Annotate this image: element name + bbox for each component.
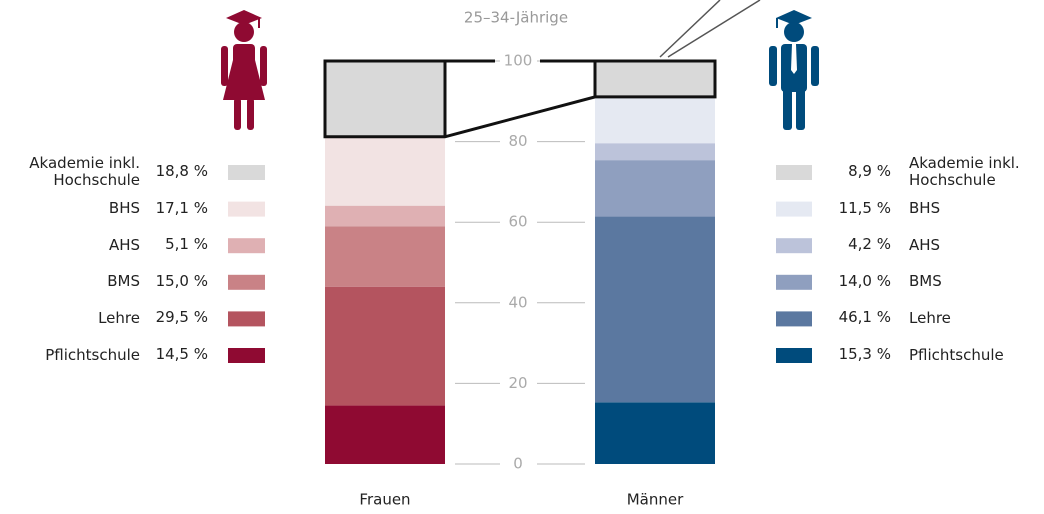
legend-swatch (228, 201, 265, 217)
bar-segment (595, 61, 715, 97)
y-tick-label: 20 (508, 374, 527, 392)
bar-segment (325, 136, 445, 206)
bar-segment (325, 405, 445, 464)
legend-swatch (228, 311, 265, 327)
bar-segment (325, 286, 445, 406)
woman-icon (221, 10, 267, 130)
value-label: 11,5 % (838, 198, 891, 217)
legend-label: BMS (909, 272, 942, 291)
bar-segment (595, 160, 715, 217)
y-tick-label: 80 (508, 132, 527, 150)
legend-swatch (776, 238, 812, 254)
legend-label: Akademie inkl. Hochschule (29, 154, 140, 189)
callout-line (667, 0, 761, 58)
value-label: 15,3 % (838, 345, 891, 363)
legend-swatch (776, 348, 812, 363)
bar-segment (325, 205, 445, 227)
x-tick-label: Männer (627, 491, 684, 509)
bar-segment (595, 96, 715, 144)
legend-swatch (776, 274, 812, 290)
bar-segment (325, 61, 445, 137)
value-label: 17,1 % (155, 198, 208, 217)
bar-segment (595, 402, 715, 464)
value-label: 8,9 % (848, 162, 891, 180)
legend-label: Lehre (98, 308, 140, 327)
value-label: 46,1 % (838, 308, 891, 327)
value-label: 4,2 % (848, 235, 891, 254)
value-label: 29,5 % (155, 308, 208, 327)
y-tick-label: 40 (508, 293, 527, 311)
x-tick-label: Frauen (359, 491, 410, 509)
chart-subtitle: 25–34-Jährige (464, 9, 568, 27)
man-icon (769, 10, 819, 130)
value-label: 15,0 % (155, 271, 208, 290)
highlight-outline (323, 59, 717, 139)
y-tick-label: 0 (513, 455, 523, 473)
y-tick-label: 100 (504, 52, 533, 70)
legend-swatch (776, 311, 812, 327)
bar-segment (325, 226, 445, 287)
legend-label: BHS (909, 199, 941, 218)
callout-line (659, 0, 721, 58)
value-label: 14,5 % (155, 345, 208, 363)
legend-label: Pflichtschule (45, 345, 140, 364)
legend-label: AHS (909, 235, 941, 254)
value-label: 18,8 % (155, 162, 208, 180)
legend-swatch (228, 274, 265, 290)
y-tick-label: 60 (508, 213, 527, 231)
bar-segment (595, 143, 715, 161)
legend-label: Lehre (909, 308, 951, 327)
legend-label: BHS (108, 199, 140, 218)
legend-swatch (776, 165, 812, 180)
legend-swatch (776, 201, 812, 217)
legend-label: Pflichtschule (909, 345, 1004, 364)
legend-swatch (228, 165, 265, 180)
bar-segment (595, 216, 715, 403)
legend-label: AHS (108, 235, 140, 254)
legend-swatch (228, 348, 265, 363)
value-label: 5,1 % (165, 235, 208, 254)
legend-swatch (228, 238, 265, 254)
value-label: 14,0 % (838, 271, 891, 290)
legend-label: Akademie inkl. Hochschule (909, 154, 1020, 189)
legend-label: BMS (107, 272, 140, 291)
